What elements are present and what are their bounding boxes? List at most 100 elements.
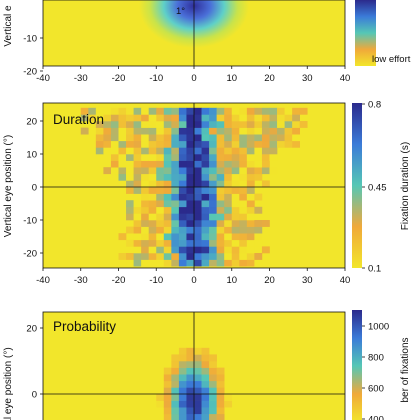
effort-y-axis-label: Vertical e bbox=[3, 5, 14, 47]
duration-heatmap-cells bbox=[80, 107, 308, 267]
duration-title: Duration bbox=[53, 112, 104, 127]
duration-heatmap-cell bbox=[194, 200, 202, 208]
duration-y-axis-label: Vertical eye position (°) bbox=[3, 135, 14, 237]
probability-heatmap-cell bbox=[186, 380, 195, 388]
probability-colorbar-tick-label: 1000 bbox=[368, 322, 389, 333]
duration-heatmap-cell bbox=[209, 140, 217, 148]
duration-heatmap-cell bbox=[194, 226, 202, 234]
probability-colorbar-tick-label: 800 bbox=[368, 353, 384, 364]
duration-heatmap-cell bbox=[231, 167, 240, 175]
duration-heatmap-cell bbox=[118, 154, 127, 161]
duration-heatmap-cell bbox=[216, 220, 225, 227]
probability-heatmap-cell bbox=[163, 387, 172, 395]
duration-heatmap-cell bbox=[231, 200, 240, 208]
duration-heatmap-cell bbox=[148, 246, 157, 254]
duration-heatmap-cell bbox=[126, 167, 134, 175]
duration-heatmap-cell bbox=[171, 114, 180, 122]
probability-heatmap-cell bbox=[216, 400, 225, 408]
duration-y-tick-label: -10 bbox=[23, 216, 37, 227]
probability-heatmap-cell bbox=[186, 367, 195, 375]
duration-heatmap-cell bbox=[141, 253, 149, 260]
duration-heatmap-cell bbox=[178, 140, 187, 148]
duration-heatmap-cell bbox=[224, 160, 233, 168]
duration-heatmap-cell bbox=[126, 206, 134, 214]
duration-heatmap-cell bbox=[231, 239, 240, 247]
duration-heatmap-cell bbox=[246, 140, 255, 148]
probability-heatmap-cell bbox=[194, 413, 202, 420]
duration-heatmap-cell bbox=[95, 114, 104, 122]
duration-heatmap-cell bbox=[231, 134, 240, 142]
duration-heatmap-cell bbox=[178, 206, 187, 214]
duration-heatmap-cell bbox=[201, 239, 210, 247]
effort-colorbar-label: low effort bbox=[372, 54, 411, 65]
duration-heatmap-cell bbox=[171, 213, 180, 221]
duration-heatmap-cell bbox=[209, 213, 217, 221]
duration-heatmap-cell bbox=[163, 253, 172, 260]
duration-heatmap-cell bbox=[194, 213, 202, 221]
probability-heatmap-cell bbox=[163, 374, 172, 382]
duration-heatmap-cell bbox=[118, 121, 127, 128]
duration-heatmap-cell bbox=[148, 160, 157, 168]
probability-heatmap-cell bbox=[209, 374, 217, 382]
duration-heatmap-cell bbox=[178, 253, 187, 260]
duration-heatmap-cell bbox=[156, 259, 165, 267]
duration-heatmap-cell bbox=[148, 121, 157, 128]
duration-heatmap-cell bbox=[171, 154, 180, 161]
duration-heatmap-cell bbox=[194, 233, 202, 241]
duration-heatmap-cell bbox=[224, 220, 233, 227]
duration-colorbar-tick-label: 0.8 bbox=[368, 100, 381, 111]
duration-heatmap-cell bbox=[254, 167, 263, 175]
duration-heatmap-cell bbox=[216, 239, 225, 247]
duration-heatmap-cell bbox=[209, 127, 217, 135]
duration-heatmap-cell bbox=[148, 187, 157, 194]
duration-heatmap-cell bbox=[216, 167, 225, 175]
duration-heatmap-cell bbox=[292, 107, 300, 115]
duration-heatmap-cell bbox=[194, 259, 202, 267]
duration-heatmap-cell bbox=[178, 154, 187, 161]
duration-heatmap-cell bbox=[216, 147, 225, 155]
duration-x-tick-label: 0 bbox=[191, 275, 196, 286]
duration-heatmap-cell bbox=[254, 193, 263, 201]
duration-heatmap-cell bbox=[110, 134, 119, 142]
duration-colorbar bbox=[352, 103, 362, 268]
probability-heatmap-cell bbox=[194, 354, 202, 362]
duration-y-tick-label: 10 bbox=[26, 150, 37, 161]
duration-heatmap-cell bbox=[246, 193, 255, 201]
duration-heatmap-cell bbox=[141, 220, 149, 227]
duration-x-tick-label: 20 bbox=[264, 275, 275, 286]
duration-heatmap-cell bbox=[110, 167, 119, 175]
duration-heatmap-cell bbox=[133, 239, 142, 247]
duration-heatmap-cell bbox=[118, 147, 127, 155]
probability-heatmap-cell bbox=[178, 361, 187, 368]
duration-heatmap-cell bbox=[141, 147, 149, 155]
duration-heatmap-cell bbox=[88, 107, 97, 115]
probability-heatmap-cell bbox=[156, 394, 165, 401]
duration-heatmap-cell bbox=[239, 220, 248, 227]
duration-heatmap-cell bbox=[186, 147, 195, 155]
duration-heatmap-cell bbox=[201, 154, 210, 161]
duration-heatmap-cell bbox=[216, 253, 225, 260]
duration-heatmap-cell bbox=[80, 107, 89, 115]
duration-heatmap-cell bbox=[126, 213, 134, 221]
duration-heatmap-cell bbox=[231, 147, 240, 155]
probability-heatmap-cell bbox=[186, 374, 195, 382]
duration-heatmap-cell bbox=[239, 107, 248, 115]
probability-heatmap-cell bbox=[194, 400, 202, 408]
duration-heatmap-cell bbox=[163, 140, 172, 148]
duration-heatmap-cell bbox=[254, 147, 263, 155]
duration-heatmap-cell bbox=[246, 206, 255, 214]
duration-heatmap-cell bbox=[178, 213, 187, 221]
probability-heatmap-cell bbox=[209, 413, 217, 420]
probability-heatmap-cell bbox=[201, 387, 210, 395]
panel-duration: Duration 20 10 0 -10 -20 -40 -30 -20 -10 0 10 20 30… bbox=[3, 100, 411, 287]
duration-heatmap-cell bbox=[186, 134, 195, 142]
duration-heatmap-cell bbox=[216, 213, 225, 221]
duration-heatmap-cell bbox=[141, 140, 149, 148]
duration-heatmap-cell bbox=[171, 226, 180, 234]
duration-heatmap-cell bbox=[186, 233, 195, 241]
duration-heatmap-cell bbox=[269, 107, 278, 115]
duration-heatmap-cell bbox=[216, 121, 225, 128]
duration-heatmap-cell bbox=[110, 127, 119, 135]
duration-heatmap-cell bbox=[163, 200, 172, 208]
duration-heatmap-cell bbox=[216, 206, 225, 214]
